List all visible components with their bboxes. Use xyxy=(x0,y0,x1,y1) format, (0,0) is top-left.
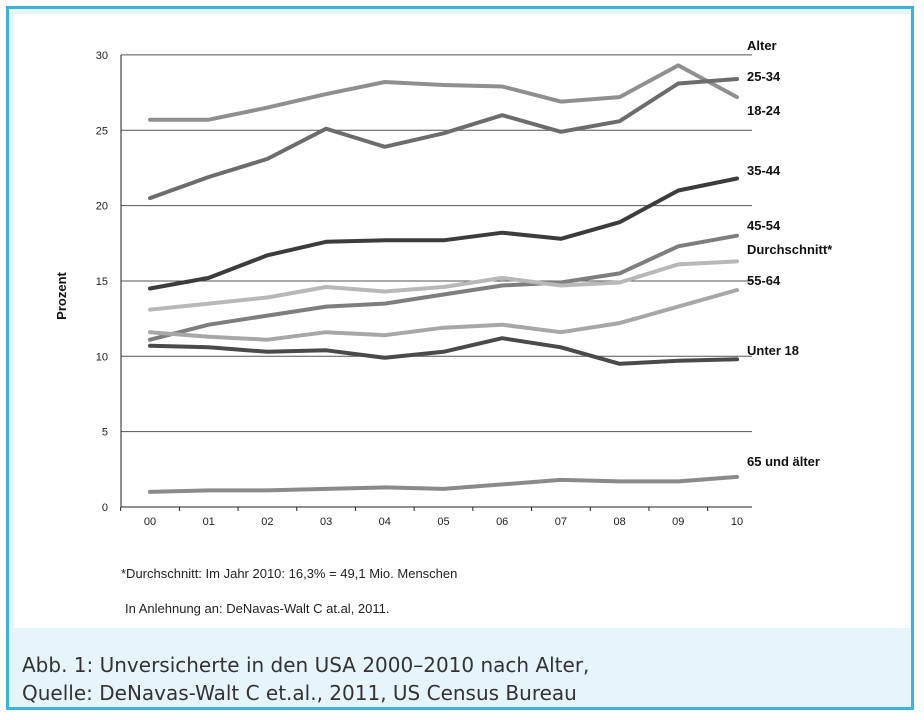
series-line xyxy=(148,63,739,122)
series-lines xyxy=(148,63,739,494)
x-tick-label: 07 xyxy=(555,516,567,528)
x-tick-label: 02 xyxy=(261,516,273,528)
series-line xyxy=(148,176,739,291)
y-tick-label: 0 xyxy=(102,502,108,514)
series-line xyxy=(148,233,739,342)
gridlines xyxy=(120,54,752,508)
series-label: 35-44 xyxy=(747,163,781,178)
y-tick-label: 5 xyxy=(102,427,108,439)
series-line xyxy=(148,336,739,366)
figure-caption: Abb. 1: Unversicherte in den USA 2000–20… xyxy=(22,651,589,707)
series-label: Durchschnitt* xyxy=(747,242,833,257)
average-note: *Durchschnitt: Im Jahr 2010: 16,3% = 49,… xyxy=(121,566,458,581)
x-tick-label: 04 xyxy=(379,516,391,528)
y-tick-label: 15 xyxy=(96,276,108,288)
y-tick-label: 30 xyxy=(96,50,108,62)
series-line xyxy=(148,288,739,342)
series-line xyxy=(148,77,739,201)
series-label: 25-34 xyxy=(747,69,781,84)
series-label: 55-64 xyxy=(747,273,781,288)
y-tick-label: 20 xyxy=(96,201,108,213)
x-tick-label: 01 xyxy=(203,516,215,528)
legend-title: Alter xyxy=(747,38,777,53)
series-line xyxy=(148,474,739,494)
series-labels: 25-34 18-24 35-44 45-54 Durchschnitt* 55-64 Un… xyxy=(747,69,833,469)
x-axis-ticks: 00 01 02 03 04 05 06 07 08 09 10 xyxy=(120,507,743,528)
y-tick-label: 25 xyxy=(96,125,108,137)
x-tick-label: 09 xyxy=(672,516,684,528)
series-line xyxy=(148,259,739,312)
caption-line-1: Abb. 1: Unversicherte in den USA 2000–20… xyxy=(22,653,590,677)
y-tick-label: 10 xyxy=(96,351,108,363)
series-label: 45-54 xyxy=(747,218,781,233)
source-note: In Anlehnung an: DeNavas-Walt C at.al, 2… xyxy=(125,601,390,616)
x-tick-label: 08 xyxy=(613,516,625,528)
series-label: 18-24 xyxy=(747,103,781,118)
x-tick-label: 00 xyxy=(144,516,156,528)
series-label: 65 und älter xyxy=(747,454,820,469)
chart-panel xyxy=(14,14,910,628)
x-tick-label: 03 xyxy=(320,516,332,528)
y-axis-label: Prozent xyxy=(54,271,69,319)
caption-line-2: Quelle: DeNavas-Walt C et.al., 2011, US … xyxy=(22,681,577,705)
x-tick-label: 06 xyxy=(496,516,508,528)
x-tick-label: 10 xyxy=(731,516,743,528)
x-tick-label: 05 xyxy=(437,516,449,528)
series-label: Unter 18 xyxy=(747,343,799,358)
y-axis-ticks: 0 5 10 15 20 25 30 xyxy=(96,50,108,514)
